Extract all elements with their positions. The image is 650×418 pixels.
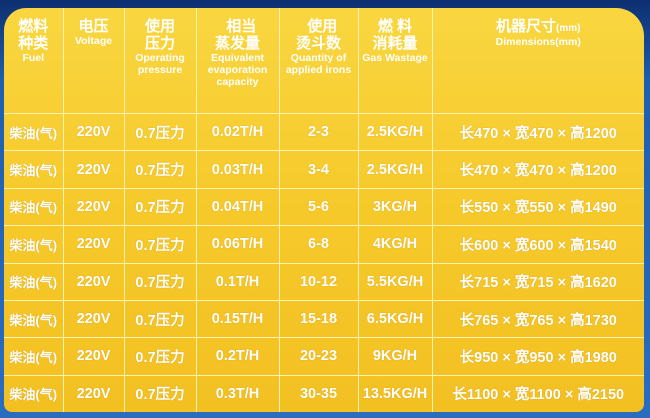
fuel-cell: 柴油(气) — [4, 225, 64, 264]
irons-cell: 10-12 — [278, 262, 359, 301]
table-row: 柴油(气) 220V 0.7压力 0.04T/H 5-6 3KG/H 长550 × 宽550… — [4, 187, 644, 227]
voltage-cell: 220V — [62, 374, 125, 412]
header-zh: 相当蒸发量 — [214, 18, 260, 52]
wastage-cell: 5.5KG/H — [357, 262, 433, 301]
pressure-cell: 0.7压力 — [123, 225, 197, 264]
pressure-cell: 0.7压力 — [123, 337, 197, 376]
fuel-cell: 柴油(气) — [4, 337, 64, 376]
header-en: Gas Wastage — [362, 52, 428, 64]
voltage-cell: 220V — [62, 337, 125, 376]
evaporation-cell: 0.04T/H — [195, 187, 280, 227]
header-zh: 燃 料 消耗量 — [372, 18, 418, 52]
table-row: 柴油(气) 220V 0.7压力 0.06T/H 6-8 4KG/H 长600 × 宽600… — [4, 225, 644, 264]
header-en: Operating pressure — [135, 52, 185, 76]
wastage-cell: 2.5KG/H — [357, 150, 433, 189]
voltage-cell: 220V — [62, 225, 125, 264]
wastage-cell: 4KG/H — [357, 225, 433, 264]
column-header: 相当蒸发量 Equivalent evaporation capacity — [195, 8, 280, 114]
header-zh: 燃料种类 — [18, 18, 49, 52]
fuel-cell: 柴油(气) — [4, 262, 64, 301]
wastage-cell: 3KG/H — [357, 187, 433, 227]
pressure-cell: 0.7压力 — [123, 374, 197, 412]
header-zh: 使用烫斗数 — [295, 18, 341, 52]
evaporation-cell: 0.03T/H — [195, 150, 280, 189]
fuel-cell: 柴油(气) — [4, 150, 64, 189]
header-zh: 机器尺寸 — [496, 18, 557, 35]
spec-table-panel: 燃料种类 Fuel 电压 Voltage 使用压力 Operating pressure 相… — [4, 8, 644, 412]
evaporation-cell: 0.1T/H — [195, 262, 280, 301]
irons-cell: 6-8 — [278, 225, 359, 264]
evaporation-cell: 0.06T/H — [195, 225, 280, 264]
evaporation-cell: 0.2T/H — [195, 337, 280, 376]
voltage-cell: 220V — [62, 299, 125, 339]
fuel-cell: 柴油(气) — [4, 299, 64, 339]
header-en: Dimensions(mm) — [495, 36, 581, 48]
dimensions-cell: 长715 × 宽715 × 高1620 — [431, 262, 644, 301]
irons-cell: 30-35 — [278, 374, 359, 412]
column-header: 使用压力 Operating pressure — [123, 8, 197, 114]
irons-cell: 20-23 — [278, 337, 359, 376]
pressure-cell: 0.7压力 — [123, 112, 197, 152]
table-row: 柴油(气) 220V 0.7压力 0.02T/H 2-3 2.5KG/H 长470 × 宽4… — [4, 112, 644, 152]
pressure-cell: 0.7压力 — [123, 150, 197, 189]
evaporation-cell: 0.02T/H — [195, 112, 280, 152]
spec-table: 燃料种类 Fuel 电压 Voltage 使用压力 Operating pressure 相… — [4, 8, 644, 412]
column-header: 机器尺寸(mm) Dimensions(mm) — [431, 8, 644, 114]
fuel-cell: 柴油(气) — [4, 112, 64, 152]
irons-cell: 3-4 — [278, 150, 359, 189]
header-zh: 使用压力 — [144, 18, 175, 52]
voltage-cell: 220V — [62, 187, 125, 227]
fuel-cell: 柴油(气) — [4, 374, 64, 412]
irons-cell: 5-6 — [278, 187, 359, 227]
voltage-cell: 220V — [62, 262, 125, 301]
evaporation-cell: 0.15T/H — [195, 299, 280, 339]
header-en: Voltage — [74, 35, 113, 47]
evaporation-cell: 0.3T/H — [195, 374, 280, 412]
voltage-cell: 220V — [62, 150, 125, 189]
dimensions-cell: 长470 × 宽470 × 高1200 — [431, 150, 644, 189]
dimensions-cell: 长765 × 宽765 × 高1730 — [431, 299, 644, 339]
irons-cell: 15-18 — [278, 299, 359, 339]
table-row: 柴油(气) 220V 0.7压力 0.2T/H 20-23 9KG/H 长950 × 宽95… — [4, 337, 644, 376]
dimensions-cell: 长950 × 宽950 × 高1980 — [431, 337, 644, 376]
header-en: Fuel — [22, 52, 45, 64]
header-row: 燃料种类 Fuel 电压 Voltage 使用压力 Operating pressure 相… — [4, 8, 644, 114]
dimensions-cell: 长1100 × 宽1100 × 高2150 — [431, 374, 644, 412]
wastage-cell: 6.5KG/H — [357, 299, 433, 339]
dimensions-cell: 长470 × 宽470 × 高1200 — [431, 112, 644, 152]
header-en: Quantity of applied irons — [285, 52, 352, 76]
table-row: 柴油(气) 220V 0.7压力 0.03T/H 3-4 2.5KG/H 长470 × 宽4… — [4, 150, 644, 189]
column-header: 燃 料 消耗量 Gas Wastage — [357, 8, 433, 114]
column-header: 使用烫斗数 Quantity of applied irons — [278, 8, 359, 114]
table-row: 柴油(气) 220V 0.7压力 0.15T/H 15-18 6.5KG/H 长765 × … — [4, 299, 644, 339]
wastage-cell: 9KG/H — [357, 337, 433, 376]
header-en: Equivalent evaporation capacity — [207, 52, 268, 88]
dimensions-cell: 长600 × 宽600 × 高1540 — [431, 225, 644, 264]
table-row: 柴油(气) 220V 0.7压力 0.3T/H 30-35 13.5KG/H 长1100 ×… — [4, 374, 644, 412]
table-row: 柴油(气) 220V 0.7压力 0.1T/H 10-12 5.5KG/H 长715 × 宽… — [4, 262, 644, 301]
header-unit: (mm) — [556, 23, 581, 34]
pressure-cell: 0.7压力 — [123, 262, 197, 301]
irons-cell: 2-3 — [278, 112, 359, 152]
fuel-cell: 柴油(气) — [4, 187, 64, 227]
header-zh: 电压 — [78, 18, 109, 35]
column-header: 电压 Voltage — [62, 8, 125, 114]
column-header: 燃料种类 Fuel — [4, 8, 64, 114]
wastage-cell: 2.5KG/H — [357, 112, 433, 152]
voltage-cell: 220V — [62, 112, 125, 152]
pressure-cell: 0.7压力 — [123, 187, 197, 227]
pressure-cell: 0.7压力 — [123, 299, 197, 339]
dimensions-cell: 长550 × 宽550 × 高1490 — [431, 187, 644, 227]
wastage-cell: 13.5KG/H — [357, 374, 433, 412]
